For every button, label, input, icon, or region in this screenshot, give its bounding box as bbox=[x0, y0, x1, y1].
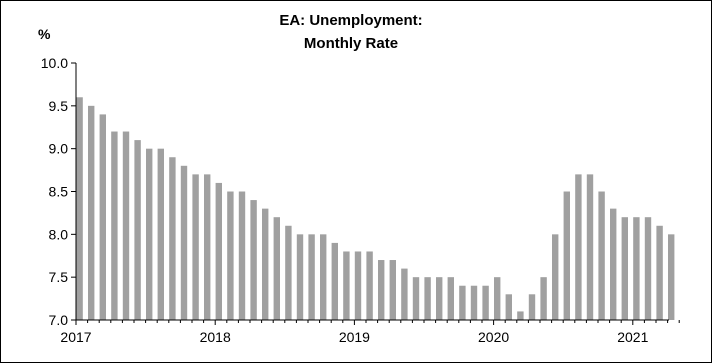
bar-2019-08 bbox=[436, 277, 443, 320]
bar-2021-02 bbox=[644, 217, 652, 320]
bar-2018-06 bbox=[273, 217, 280, 320]
bar-2020-09 bbox=[586, 174, 594, 320]
bar-2017-05 bbox=[122, 131, 130, 320]
bar-2021-03 bbox=[656, 225, 663, 320]
y-tick-label: 9.0 bbox=[49, 141, 69, 157]
bar-2018-09 bbox=[308, 234, 315, 320]
bar-2017-03 bbox=[99, 114, 106, 321]
bar-2017-06 bbox=[134, 140, 141, 320]
bar-2017-09 bbox=[169, 157, 176, 320]
bar-2018-08 bbox=[296, 234, 304, 320]
bar-2020-05 bbox=[540, 277, 547, 320]
bar-2017-02 bbox=[88, 105, 95, 320]
bar-2018-03 bbox=[238, 191, 246, 320]
bar-2018-10 bbox=[320, 234, 327, 320]
bar-2020-04 bbox=[528, 294, 536, 320]
bar-2020-10 bbox=[598, 191, 605, 320]
bar-2018-02 bbox=[227, 191, 234, 320]
x-tick-label: 2019 bbox=[339, 329, 370, 345]
bar-2019-01 bbox=[354, 251, 362, 320]
bar-2017-10 bbox=[180, 165, 188, 320]
bar-2017-04 bbox=[111, 131, 118, 320]
bars-group bbox=[76, 97, 675, 321]
bar-2017-07 bbox=[146, 148, 153, 320]
bar-2017-01 bbox=[76, 97, 83, 321]
x-tick-label: 2017 bbox=[60, 329, 91, 345]
bar-2019-10 bbox=[459, 285, 466, 320]
bar-2020-08 bbox=[575, 174, 582, 320]
chart-title-line1: EA: Unemployment: bbox=[279, 12, 422, 29]
bar-2020-06 bbox=[552, 234, 559, 320]
bar-2020-07 bbox=[563, 191, 570, 320]
x-tick-label: 2021 bbox=[617, 329, 648, 345]
bar-2020-01 bbox=[494, 277, 501, 320]
bar-2018-07 bbox=[285, 225, 292, 320]
x-tick-label: 2020 bbox=[478, 329, 509, 345]
bar-2018-05 bbox=[262, 208, 269, 320]
bar-2019-12 bbox=[482, 285, 489, 320]
bar-2019-06 bbox=[412, 277, 420, 320]
bar-2020-12 bbox=[621, 217, 628, 320]
bar-2018-04 bbox=[250, 200, 257, 320]
bar-2019-09 bbox=[447, 277, 454, 320]
y-axis-unit-label: % bbox=[38, 26, 51, 42]
y-tick-label: 7.0 bbox=[49, 312, 69, 328]
bar-2018-01 bbox=[215, 182, 222, 320]
y-tick-label: 10.0 bbox=[41, 55, 68, 71]
bar-2017-12 bbox=[204, 174, 211, 320]
bar-2021-04 bbox=[668, 234, 675, 320]
bar-2020-11 bbox=[610, 208, 617, 320]
bar-2020-03 bbox=[517, 311, 524, 320]
y-tick-label: 7.5 bbox=[49, 269, 69, 285]
bar-2017-11 bbox=[192, 174, 199, 320]
bar-2019-05 bbox=[401, 268, 408, 320]
x-tick-label: 2018 bbox=[200, 329, 231, 345]
bar-2018-11 bbox=[331, 242, 338, 320]
bar-2018-12 bbox=[343, 251, 350, 320]
y-tick-label: 9.5 bbox=[49, 98, 69, 114]
bar-2019-07 bbox=[424, 277, 431, 320]
bar-2019-11 bbox=[470, 285, 478, 320]
y-tick-label: 8.5 bbox=[49, 184, 69, 200]
chart-title-line2: Monthly Rate bbox=[304, 35, 398, 52]
y-tick-label: 8.0 bbox=[49, 226, 69, 242]
bar-2021-01 bbox=[633, 217, 640, 320]
bar-2019-04 bbox=[389, 260, 396, 320]
bar-2019-03 bbox=[378, 260, 385, 320]
bar-2019-02 bbox=[366, 251, 373, 320]
bar-2020-02 bbox=[505, 294, 512, 320]
bar-2017-08 bbox=[157, 148, 164, 320]
